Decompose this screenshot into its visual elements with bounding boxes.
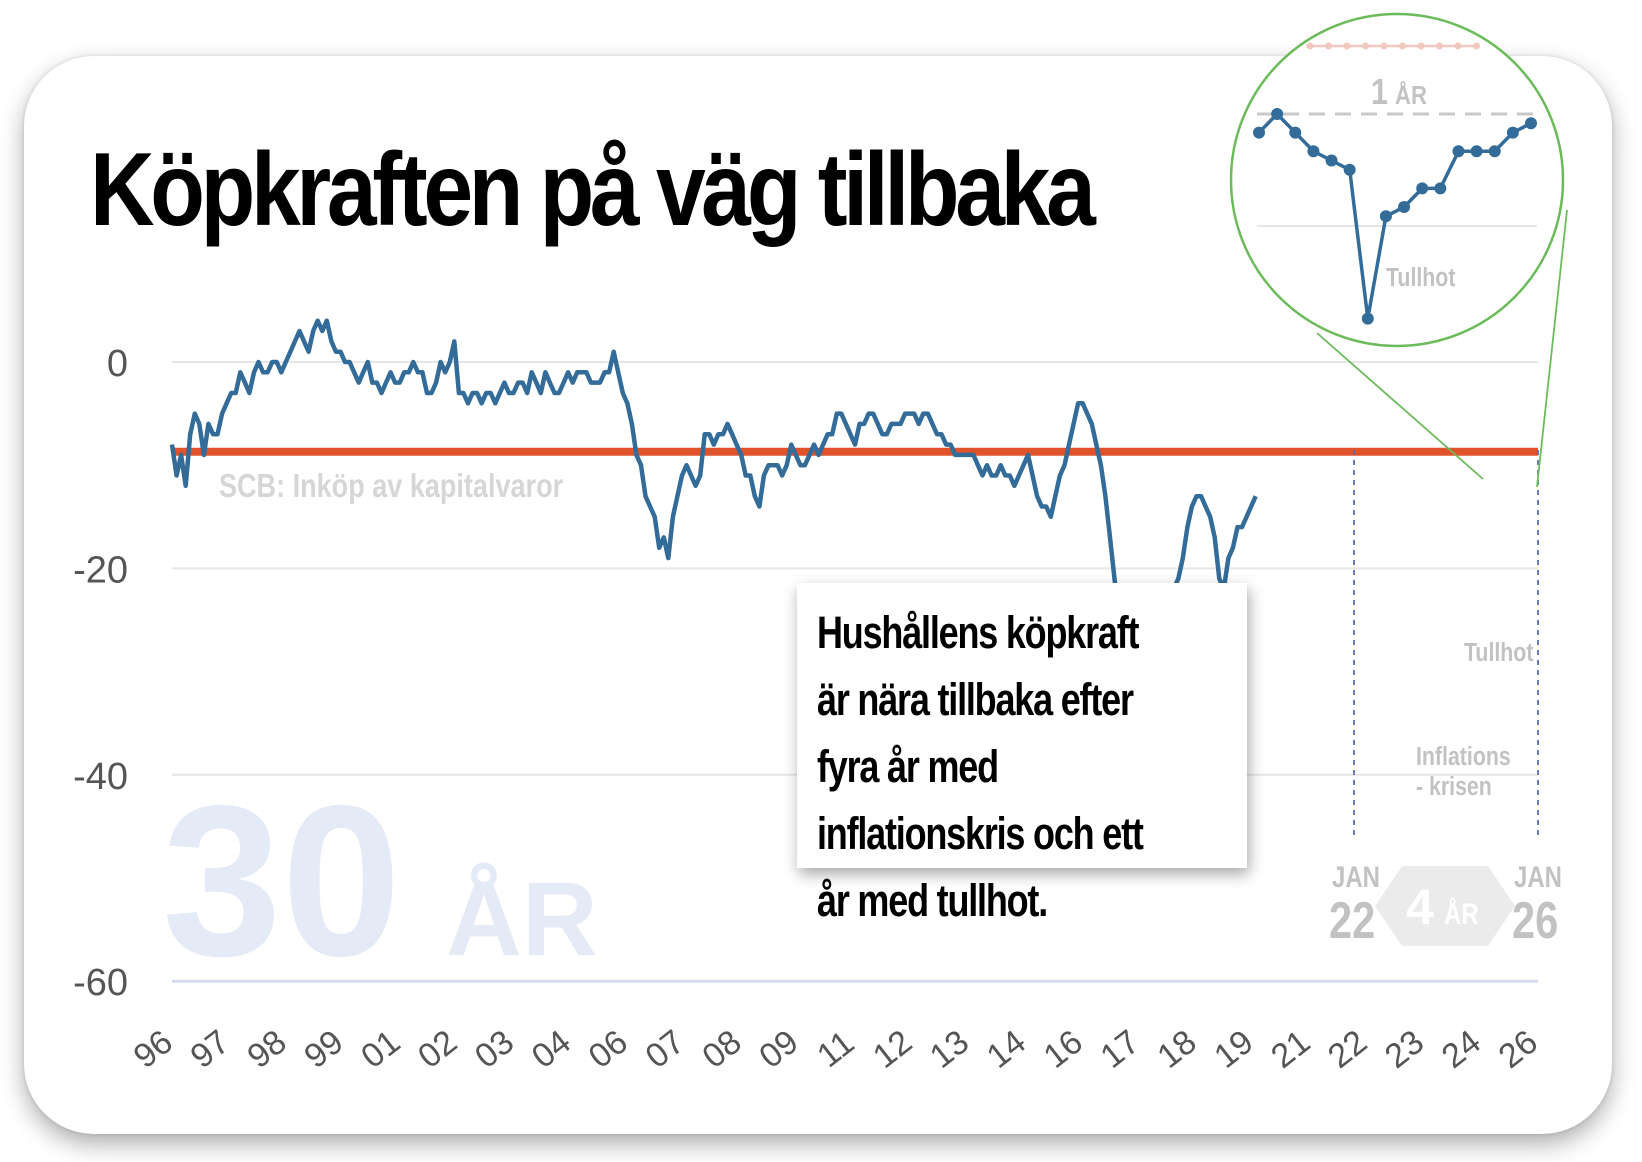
zoom-ribbon-dot xyxy=(1380,42,1388,50)
y-tick-label: -20 xyxy=(73,549,128,591)
inflation-label-line1: Inflations xyxy=(1416,742,1511,772)
zoom-point xyxy=(1452,145,1465,158)
zoom-point xyxy=(1434,182,1447,195)
y-tick-label: -60 xyxy=(73,962,128,1004)
zoom-ribbon-dot xyxy=(1417,42,1425,50)
period-badge: JAN 22 4 ÅR JAN 26 xyxy=(1329,859,1562,949)
zoom-points xyxy=(1253,108,1537,325)
zoom-ribbon-dot xyxy=(1306,42,1314,50)
page-title: Köpkraften på väg tillbaka xyxy=(90,132,1096,248)
zoom-point xyxy=(1506,126,1519,139)
zoom-ribbon-dot xyxy=(1399,42,1406,50)
zoom-content: 1 ÅR Tullhot xyxy=(1253,42,1537,325)
zoom-ribbon-dot xyxy=(1454,42,1462,50)
period-end-month: JAN xyxy=(1514,859,1562,893)
zoom-ribbon-dot xyxy=(1343,42,1351,50)
source-label: SCB: Inköp av kapitalvaror xyxy=(219,469,563,505)
period-badge-shape xyxy=(1375,866,1515,946)
thirty-years-watermark: 30 ÅR xyxy=(162,760,598,1001)
zoom-ribbon xyxy=(1306,42,1480,50)
zoom-point xyxy=(1325,154,1338,167)
zoom-point xyxy=(1488,145,1501,158)
zoom-series-line xyxy=(1257,112,1532,321)
watermark-number: 30 xyxy=(162,760,401,1001)
zoom-circle xyxy=(1229,12,1565,348)
zoom-point xyxy=(1307,145,1320,158)
zoom-point xyxy=(1398,201,1411,213)
zoom-connector-right xyxy=(1536,209,1568,488)
period-start-month: JAN xyxy=(1332,859,1380,893)
zoom-ribbon-dot xyxy=(1436,42,1443,50)
period-duration-unit: ÅR xyxy=(1444,896,1479,930)
zoom-ribbon-dot xyxy=(1325,42,1332,50)
y-tick-label: 0 xyxy=(107,343,128,385)
watermark-unit: ÅR xyxy=(446,861,598,978)
inflation-label-line2: - krisen xyxy=(1416,772,1492,802)
zoom-year-number: 1 xyxy=(1371,73,1388,113)
zoom-ribbon-dot xyxy=(1473,42,1480,50)
zoom-point xyxy=(1253,126,1265,139)
zoom-point xyxy=(1470,145,1483,158)
zoom-tullhot-label: Tullhot xyxy=(1386,263,1456,293)
tullhot-label: Tullhot xyxy=(1464,638,1534,668)
zoom-point xyxy=(1379,210,1392,223)
y-tick-label: -40 xyxy=(73,756,128,798)
zoom-ribbon-dot xyxy=(1362,42,1369,50)
y-axis-ticks: 0 -20 -40 -60 xyxy=(73,343,128,1004)
annotation-box: Hushållens köpkraft är nära tillbaka eft… xyxy=(797,583,1247,926)
zoom-year-unit: ÅR xyxy=(1395,80,1427,110)
annotation-text: Hushållens köpkraft är nära tillbaka eft… xyxy=(817,607,1144,926)
zoom-point xyxy=(1361,312,1374,325)
zoom-point xyxy=(1416,182,1429,195)
zoom-point xyxy=(1343,163,1356,176)
zoom-point xyxy=(1271,108,1284,120)
period-start-year: 22 xyxy=(1329,891,1375,950)
period-end-year: 26 xyxy=(1512,891,1558,950)
period-duration-number: 4 xyxy=(1406,879,1434,935)
series-line xyxy=(169,318,1258,778)
zoom-connector-left xyxy=(1316,332,1484,480)
zoom-point xyxy=(1525,117,1537,130)
zoom-point xyxy=(1289,126,1302,139)
